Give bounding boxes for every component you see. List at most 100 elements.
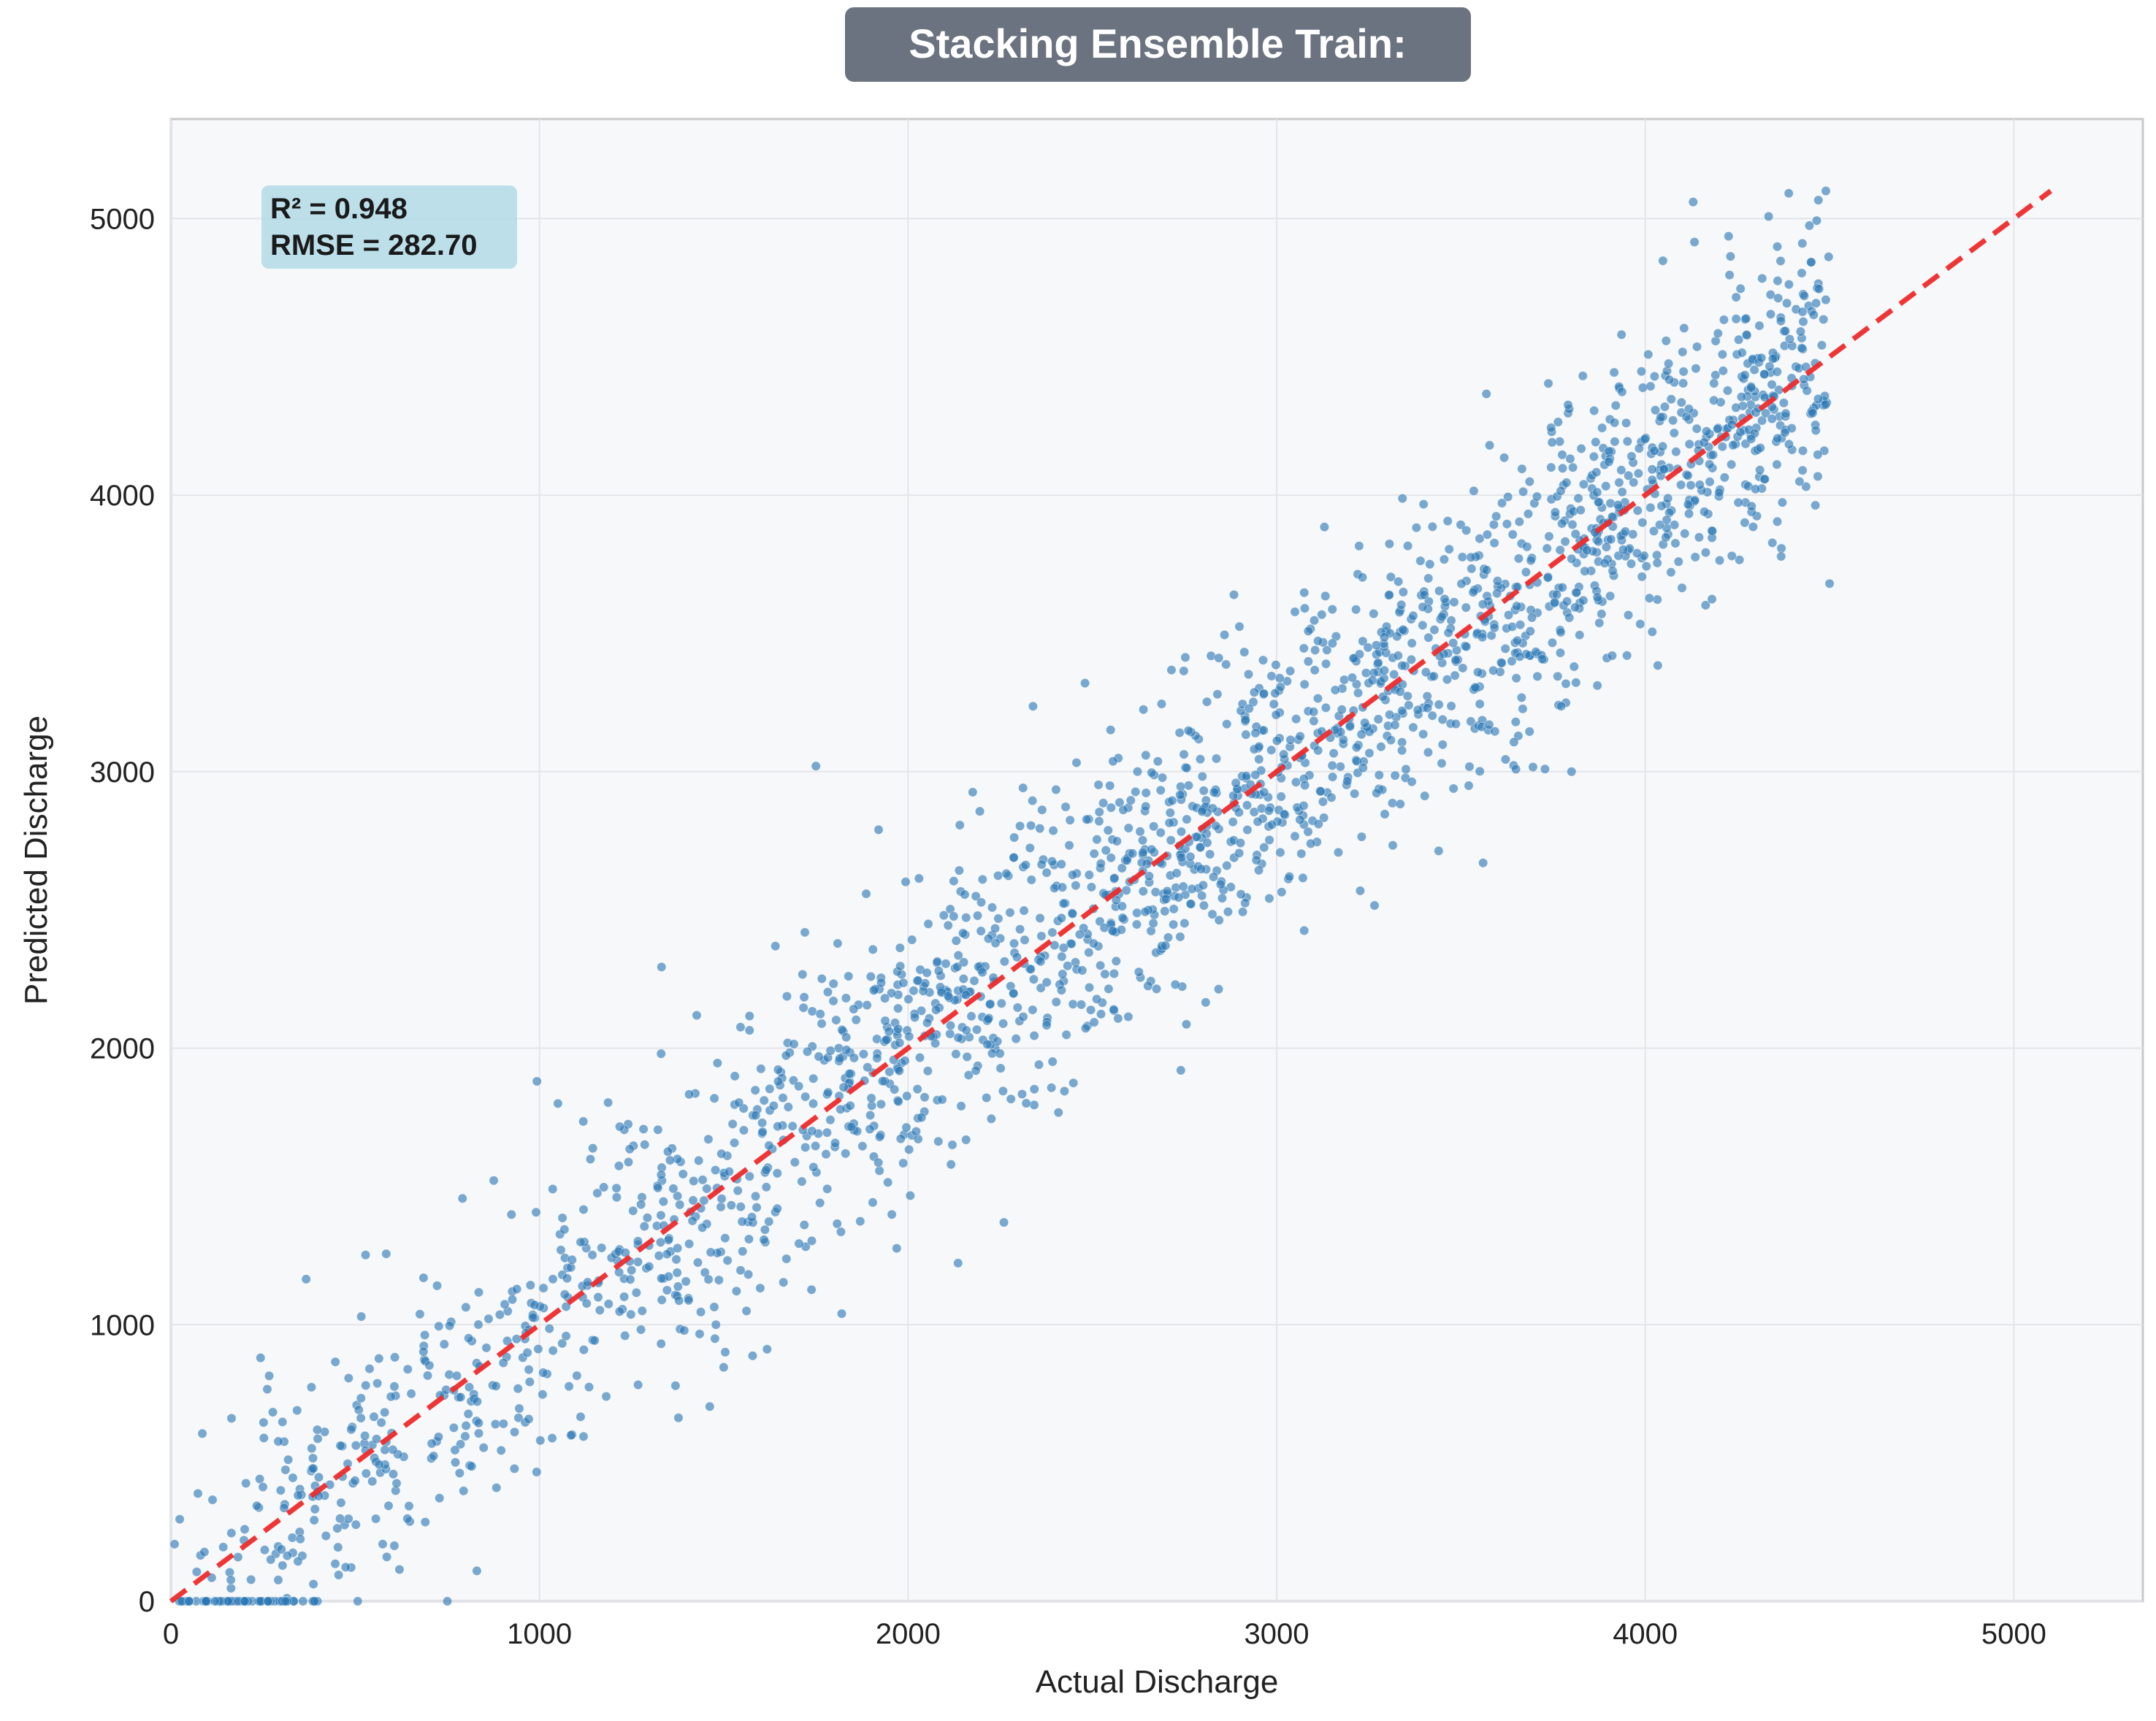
data-point [472, 1396, 482, 1407]
data-point [1036, 931, 1047, 941]
data-point [1620, 526, 1631, 537]
data-point [1071, 881, 1081, 891]
data-point [1666, 394, 1676, 405]
data-point [1396, 599, 1407, 610]
data-point [711, 1319, 721, 1330]
data-point [986, 1114, 996, 1124]
data-point [877, 1076, 888, 1086]
data-point [1610, 400, 1621, 410]
data-point [1071, 757, 1082, 768]
data-point [1253, 816, 1263, 827]
data-point [1784, 188, 1794, 199]
data-point [1731, 402, 1741, 413]
data-point [639, 1221, 649, 1232]
x-tick-label-0: 0 [163, 1618, 179, 1650]
data-point [444, 1321, 455, 1331]
data-point [1592, 681, 1602, 691]
data-point [966, 1011, 976, 1022]
data-point [1018, 783, 1028, 793]
data-point [1461, 642, 1472, 652]
data-point [983, 933, 994, 944]
data-point [1664, 359, 1674, 369]
data-point [420, 1330, 430, 1341]
data-point [460, 1431, 470, 1441]
data-point [665, 1155, 676, 1165]
data-point [814, 1051, 824, 1062]
data-point [439, 1339, 449, 1349]
data-point [751, 1110, 761, 1121]
data-point [548, 1346, 558, 1356]
y-tick-label-4: 4000 [90, 480, 155, 512]
data-point [907, 935, 917, 945]
data-point [1546, 462, 1556, 472]
data-point [1767, 413, 1777, 424]
tick-labels: 0 1000 2000 3000 4000 5000 0 1000 2000 3000 4000 50… [90, 203, 2046, 1650]
data-point [1472, 667, 1483, 678]
data-point [1571, 678, 1581, 688]
data-point [1806, 257, 1816, 267]
data-point [1502, 519, 1512, 529]
data-point [1429, 625, 1440, 635]
data-point [1117, 863, 1127, 873]
data-point [1434, 586, 1445, 596]
data-point [1557, 518, 1567, 529]
data-point [1299, 588, 1310, 598]
data-point [1475, 534, 1485, 544]
data-point [1058, 898, 1069, 908]
data-point [1408, 722, 1418, 732]
data-point [1106, 725, 1116, 735]
stats-box: R² = 0.948 RMSE = 282.70 [261, 185, 517, 269]
data-point [1523, 509, 1534, 519]
data-point [1271, 710, 1281, 720]
data-point [1701, 426, 1712, 437]
data-point [759, 1095, 769, 1105]
data-point [1244, 703, 1254, 713]
data-point [1259, 689, 1269, 699]
data-point [1029, 1100, 1039, 1110]
data-point [1339, 675, 1350, 685]
data-point [1058, 969, 1068, 979]
data-point [722, 1255, 733, 1265]
data-point [1802, 386, 1812, 396]
data-point [308, 1579, 318, 1590]
data-point [333, 1542, 343, 1552]
data-point [890, 1084, 900, 1095]
data-point [895, 943, 905, 953]
data-point [1092, 994, 1102, 1004]
y-axis-label: Predicted Discharge [18, 716, 54, 1005]
data-point [1198, 880, 1209, 890]
data-point [1637, 518, 1648, 528]
data-point [943, 991, 953, 1001]
data-point [807, 1006, 817, 1016]
data-point [1561, 678, 1571, 689]
data-point [1418, 620, 1428, 630]
data-point [962, 1051, 972, 1062]
data-point [1824, 252, 1834, 262]
data-point [1335, 762, 1345, 772]
data-point [1458, 663, 1468, 673]
data-point [735, 1202, 746, 1212]
data-point [1272, 735, 1282, 746]
data-point [1518, 486, 1529, 497]
data-point [1773, 275, 1783, 286]
data-point [544, 1324, 554, 1334]
data-point [1019, 905, 1029, 916]
data-point [378, 1539, 388, 1549]
data-point [1372, 788, 1382, 798]
data-point [1290, 607, 1300, 617]
data-point [1725, 251, 1736, 261]
data-point [798, 1003, 808, 1013]
data-point [1271, 660, 1281, 670]
data-point [1174, 727, 1185, 738]
data-point [601, 1391, 611, 1402]
data-point [1719, 315, 1729, 325]
data-point [308, 1463, 318, 1473]
data-point [638, 1124, 649, 1135]
data-point [1658, 256, 1668, 266]
data-point [1735, 555, 1745, 565]
data-point [1274, 673, 1285, 683]
data-point [1589, 451, 1599, 461]
data-point [1767, 353, 1778, 364]
data-point [1327, 604, 1337, 615]
data-point [1290, 831, 1300, 841]
